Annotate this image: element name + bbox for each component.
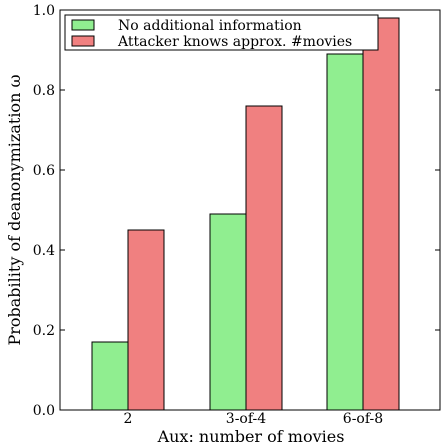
bar-no-additional-information-3-of-4 <box>209 213 247 411</box>
x-tick-label: 3-of-4 <box>226 411 266 427</box>
x-tick-label: 2 <box>124 411 133 427</box>
legend-label-attacker-knows-approx-movies: Attacker knows approx. #movies <box>117 34 352 50</box>
legend-box <box>64 14 379 51</box>
legend-label-no-additional-information: No additional information <box>118 18 302 34</box>
legend-swatch-attacker-knows-approx-movies <box>71 35 95 47</box>
y-axis-title: Probability of deanonymization ω <box>5 74 24 345</box>
y-tick-label: 0.0 <box>33 403 55 419</box>
x-axis: 2 3-of-4 6-of-8 <box>124 405 383 427</box>
x-tick-label: 6-of-8 <box>343 411 383 427</box>
legend: No additional information Attacker knows… <box>64 14 379 51</box>
bar-attacker-knows-approx-movies-6-of-8 <box>362 17 400 411</box>
bar-attacker-knows-approx-movies-3-of-4 <box>245 105 283 411</box>
bars <box>91 17 400 411</box>
legend-swatch-no-additional-information <box>71 19 95 31</box>
y-tick-label: 0.4 <box>33 243 55 259</box>
bar-no-additional-information-6-of-8 <box>326 53 364 411</box>
y-tick-label: 0.2 <box>33 323 55 339</box>
y-tick-label: 1.0 <box>33 3 55 19</box>
x-axis-title: Aux: number of movies <box>157 427 345 446</box>
y-tick-label: 0.6 <box>33 163 55 179</box>
y-tick-label: 0.8 <box>33 83 55 99</box>
bar-attacker-knows-approx-movies-2 <box>127 229 165 411</box>
y-axis: 0.0 0.2 0.4 0.6 0.8 1.0 <box>33 3 440 419</box>
bar-no-additional-information-2 <box>91 341 129 411</box>
